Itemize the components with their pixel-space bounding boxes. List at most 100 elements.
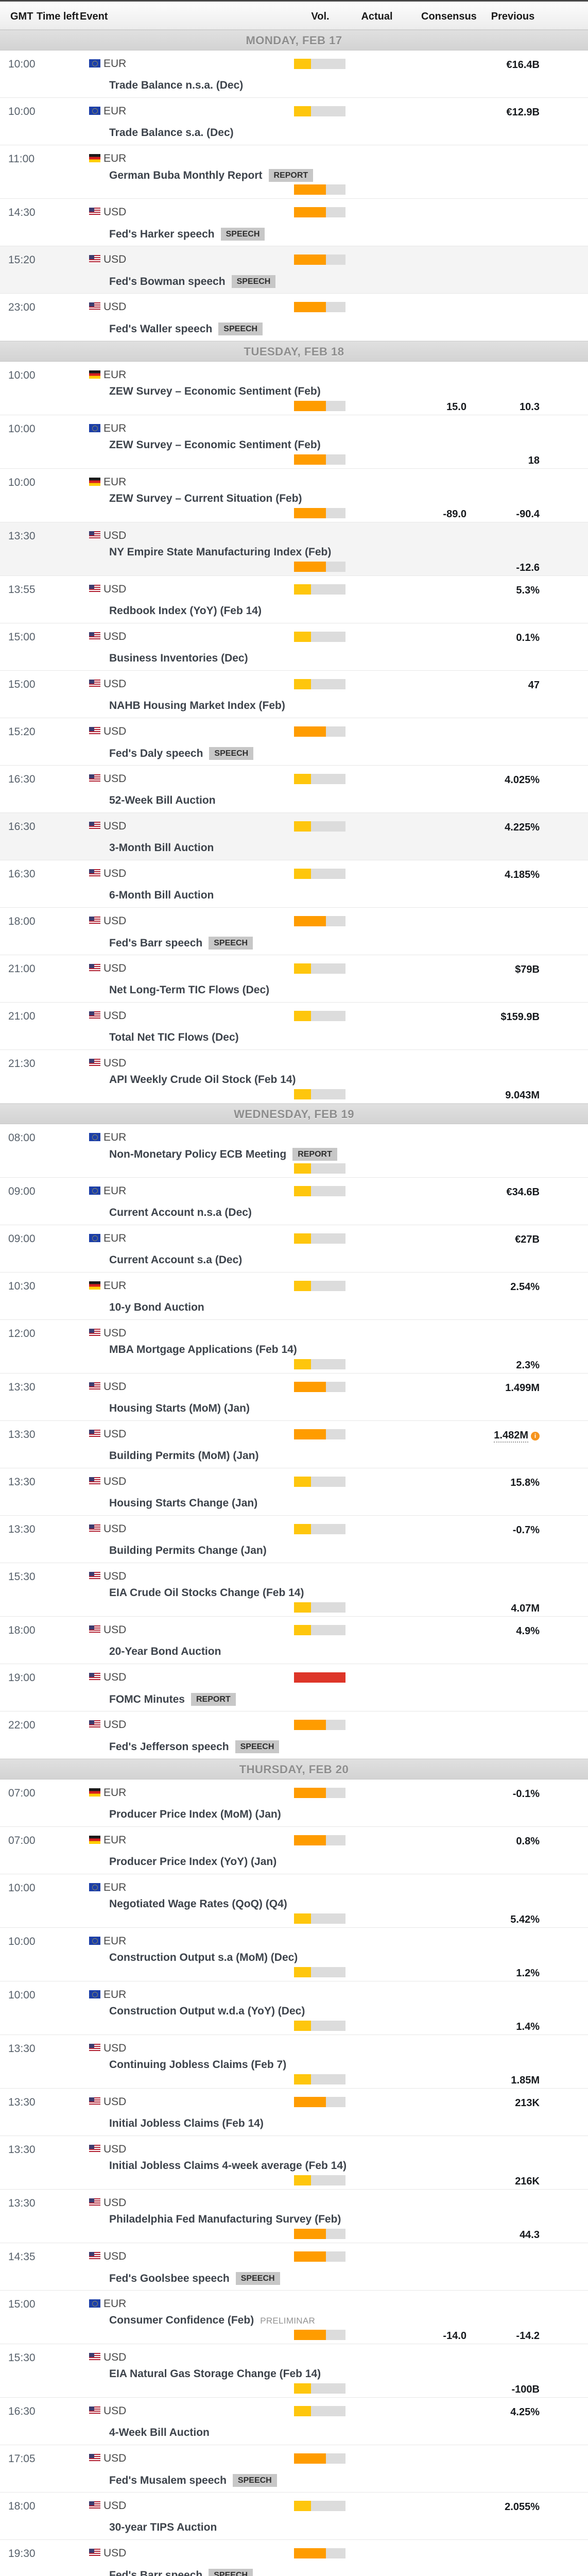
event-row[interactable]: 10:00 EUR Trade Balance n.s.a. (Dec) €16…	[0, 50, 588, 98]
event-title[interactable]: Non-Monetary Policy ECB Meeting	[109, 1148, 287, 1160]
event-title[interactable]: EIA Crude Oil Stocks Change (Feb 14)	[109, 1587, 304, 1599]
event-title[interactable]: Fed's Musalem speech	[109, 2475, 227, 2486]
event-title[interactable]: 3-Month Bill Auction	[109, 842, 214, 854]
event-row[interactable]: 13:55 USD Redbook Index (YoY) (Feb 14) 5…	[0, 576, 588, 623]
event-title[interactable]: Producer Price Index (MoM) (Jan)	[109, 1808, 281, 1820]
event-title[interactable]: Current Account s.a (Dec)	[109, 1254, 243, 1266]
event-title[interactable]: Construction Output w.d.a (YoY) (Dec)	[109, 2005, 305, 2017]
event-title[interactable]: Fed's Daly speech	[109, 748, 203, 759]
event-title[interactable]: Current Account n.s.a (Dec)	[109, 1207, 252, 1218]
event-row[interactable]: 10:00 EUR ZEW Survey – Economic Sentimen…	[0, 415, 588, 469]
event-title[interactable]: ZEW Survey – Economic Sentiment (Feb)	[109, 439, 321, 451]
event-row[interactable]: 08:00 EUR Non-Monetary Policy ECB Meetin…	[0, 1124, 588, 1178]
event-title[interactable]: ZEW Survey – Economic Sentiment (Feb)	[109, 385, 321, 397]
event-row[interactable]: 09:00 EUR Current Account n.s.a (Dec) €3…	[0, 1178, 588, 1225]
event-title[interactable]: 4-Week Bill Auction	[109, 2427, 210, 2438]
event-title[interactable]: Fed's Jefferson speech	[109, 1741, 229, 1753]
event-row[interactable]: 18:00 USD Fed's Barr speech SPEECH	[0, 908, 588, 955]
event-title[interactable]: 6-Month Bill Auction	[109, 889, 214, 901]
event-row[interactable]: 10:30 EUR 10-y Bond Auction 2.54%	[0, 1273, 588, 1320]
event-title[interactable]: 20-Year Bond Auction	[109, 1646, 221, 1657]
event-title[interactable]: Initial Jobless Claims 4-week average (F…	[109, 2160, 347, 2172]
event-row[interactable]: 11:00 EUR German Buba Monthly Report REPO…	[0, 145, 588, 199]
event-title[interactable]: Housing Starts (MoM) (Jan)	[109, 1402, 250, 1414]
event-title[interactable]: 10-y Bond Auction	[109, 1301, 204, 1313]
event-title[interactable]: Fed's Goolsbee speech	[109, 2273, 230, 2284]
event-row[interactable]: 12:00 USD MBA Mortgage Applications (Feb…	[0, 1320, 588, 1374]
event-row[interactable]: 14:30 USD Fed's Harker speech SPEECH	[0, 199, 588, 246]
event-title[interactable]: Building Permits (MoM) (Jan)	[109, 1450, 259, 1462]
event-row[interactable]: 21:00 USD Net Long-Term TIC Flows (Dec) …	[0, 955, 588, 1003]
event-row[interactable]: 13:30 USD Building Permits (MoM) (Jan) 1…	[0, 1421, 588, 1468]
event-row[interactable]: 13:30 USD Initial Jobless Claims (Feb 14…	[0, 2089, 588, 2136]
event-title[interactable]: Trade Balance n.s.a. (Dec)	[109, 79, 244, 91]
info-icon[interactable]: i	[531, 1432, 540, 1440]
event-row[interactable]: 16:30 USD 4-Week Bill Auction 4.25%	[0, 2398, 588, 2445]
event-row[interactable]: 13:30 USD NY Empire State Manufacturing …	[0, 522, 588, 576]
event-row[interactable]: 13:30 USD Initial Jobless Claims 4-week …	[0, 2136, 588, 2190]
event-row[interactable]: 13:30 USD Philadelphia Fed Manufacturing…	[0, 2190, 588, 2243]
event-row[interactable]: 10:00 EUR Construction Output s.a (MoM) …	[0, 1928, 588, 1981]
event-title[interactable]: 52-Week Bill Auction	[109, 794, 216, 806]
event-row[interactable]: 15:30 USD EIA Crude Oil Stocks Change (F…	[0, 1563, 588, 1617]
event-title[interactable]: 30-year TIPS Auction	[109, 2521, 217, 2533]
event-row[interactable]: 18:00 USD 30-year TIPS Auction 2.055%	[0, 2493, 588, 2540]
event-row[interactable]: 10:00 EUR Construction Output w.d.a (YoY…	[0, 1981, 588, 2035]
event-title[interactable]: Fed's Barr speech	[109, 2569, 203, 2576]
event-title[interactable]: Housing Starts Change (Jan)	[109, 1497, 258, 1509]
event-row[interactable]: 18:00 USD 20-Year Bond Auction 4.9%	[0, 1617, 588, 1664]
event-row[interactable]: 14:35 USD Fed's Goolsbee speech SPEECH	[0, 2243, 588, 2291]
event-title[interactable]: Construction Output s.a (MoM) (Dec)	[109, 1952, 298, 1963]
event-row[interactable]: 15:20 USD Fed's Bowman speech SPEECH	[0, 246, 588, 294]
event-row[interactable]: 15:00 EUR Consumer Confidence (Feb) PRELI…	[0, 2291, 588, 2344]
event-row[interactable]: 07:00 EUR Producer Price Index (MoM) (Ja…	[0, 1780, 588, 1827]
event-row[interactable]: 13:30 USD Continuing Jobless Claims (Feb…	[0, 2035, 588, 2089]
event-row[interactable]: 10:00 EUR Negotiated Wage Rates (QoQ) (Q…	[0, 1874, 588, 1928]
event-row[interactable]: 15:20 USD Fed's Daly speech SPEECH	[0, 718, 588, 766]
event-title[interactable]: EIA Natural Gas Storage Change (Feb 14)	[109, 2368, 321, 2380]
event-title[interactable]: Fed's Barr speech	[109, 937, 203, 949]
event-title[interactable]: Building Permits Change (Jan)	[109, 1545, 267, 1556]
event-row[interactable]: 15:00 USD Business Inventories (Dec) 0.1…	[0, 623, 588, 671]
event-title[interactable]: API Weekly Crude Oil Stock (Feb 14)	[109, 1074, 296, 1086]
event-title[interactable]: NAHB Housing Market Index (Feb)	[109, 700, 285, 711]
event-title[interactable]: German Buba Monthly Report	[109, 170, 263, 181]
event-title[interactable]: Fed's Harker speech	[109, 228, 215, 240]
event-title[interactable]: Continuing Jobless Claims (Feb 7)	[109, 2059, 287, 2071]
event-title[interactable]: Fed's Waller speech	[109, 323, 213, 335]
event-row[interactable]: 07:00 EUR Producer Price Index (YoY) (Ja…	[0, 1827, 588, 1874]
event-title[interactable]: Redbook Index (YoY) (Feb 14)	[109, 605, 262, 617]
event-row[interactable]: 10:00 EUR ZEW Survey – Economic Sentimen…	[0, 362, 588, 415]
event-title[interactable]: FOMC Minutes	[109, 1693, 185, 1705]
event-title[interactable]: Producer Price Index (YoY) (Jan)	[109, 1856, 277, 1868]
event-row[interactable]: 13:30 USD Housing Starts (MoM) (Jan) 1.4…	[0, 1374, 588, 1421]
event-title[interactable]: Business Inventories (Dec)	[109, 652, 248, 664]
event-row[interactable]: 10:00 EUR ZEW Survey – Current Situation…	[0, 469, 588, 522]
event-title[interactable]: Net Long-Term TIC Flows (Dec)	[109, 984, 270, 996]
event-title[interactable]: MBA Mortgage Applications (Feb 14)	[109, 1344, 297, 1355]
event-row[interactable]: 16:30 USD 6-Month Bill Auction 4.185%	[0, 860, 588, 908]
event-title[interactable]: NY Empire State Manufacturing Index (Feb…	[109, 546, 332, 558]
event-title[interactable]: Trade Balance s.a. (Dec)	[109, 127, 234, 139]
event-title[interactable]: Total Net TIC Flows (Dec)	[109, 1031, 239, 1043]
event-title[interactable]: Philadelphia Fed Manufacturing Survey (F…	[109, 2213, 341, 2225]
event-row[interactable]: 13:30 USD Housing Starts Change (Jan) 15…	[0, 1468, 588, 1516]
event-title[interactable]: ZEW Survey – Current Situation (Feb)	[109, 493, 302, 504]
event-title[interactable]: Negotiated Wage Rates (QoQ) (Q4)	[109, 1898, 287, 1910]
event-row[interactable]: 16:30 USD 52-Week Bill Auction 4.025%	[0, 766, 588, 813]
event-row[interactable]: 22:00 USD Fed's Jefferson speech SPEECH	[0, 1711, 588, 1759]
event-row[interactable]: 16:30 USD 3-Month Bill Auction 4.225%	[0, 813, 588, 860]
event-row[interactable]: 13:30 USD Building Permits Change (Jan) …	[0, 1516, 588, 1563]
event-row[interactable]: 23:00 USD Fed's Waller speech SPEECH	[0, 294, 588, 341]
event-row[interactable]: 19:30 USD Fed's Barr speech SPEECH	[0, 2540, 588, 2576]
event-row[interactable]: 21:00 USD Total Net TIC Flows (Dec) $159…	[0, 1003, 588, 1050]
event-row[interactable]: 21:30 USD API Weekly Crude Oil Stock (Fe…	[0, 1050, 588, 1104]
event-row[interactable]: 19:00 USD FOMC Minutes REPORT	[0, 1664, 588, 1711]
event-row[interactable]: 15:30 USD EIA Natural Gas Storage Change…	[0, 2344, 588, 2398]
event-title[interactable]: Initial Jobless Claims (Feb 14)	[109, 2117, 264, 2129]
event-title[interactable]: Fed's Bowman speech	[109, 276, 226, 287]
event-row[interactable]: 15:00 USD NAHB Housing Market Index (Feb…	[0, 671, 588, 718]
event-row[interactable]: 09:00 EUR Current Account s.a (Dec) €27B	[0, 1225, 588, 1273]
event-row[interactable]: 10:00 EUR Trade Balance s.a. (Dec) €12.9…	[0, 98, 588, 145]
event-title[interactable]: Consumer Confidence (Feb)	[109, 2314, 254, 2326]
